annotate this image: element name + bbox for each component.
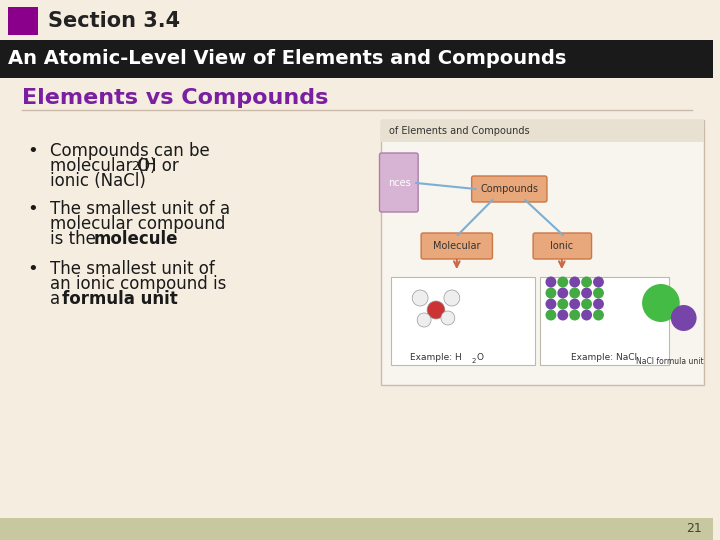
Text: O: O bbox=[477, 354, 484, 362]
Circle shape bbox=[557, 276, 568, 287]
Text: molecular (H: molecular (H bbox=[50, 157, 156, 175]
FancyBboxPatch shape bbox=[533, 233, 592, 259]
Circle shape bbox=[413, 290, 428, 306]
Text: 2: 2 bbox=[472, 358, 476, 364]
Text: Elements vs Compounds: Elements vs Compounds bbox=[22, 88, 328, 108]
Circle shape bbox=[570, 309, 580, 321]
Text: NaCl formula unit: NaCl formula unit bbox=[636, 357, 703, 367]
Text: a: a bbox=[50, 290, 65, 308]
Circle shape bbox=[427, 301, 445, 319]
FancyBboxPatch shape bbox=[540, 277, 669, 365]
Circle shape bbox=[581, 287, 592, 299]
Circle shape bbox=[546, 299, 557, 309]
Circle shape bbox=[441, 311, 455, 325]
FancyBboxPatch shape bbox=[8, 7, 37, 35]
FancyBboxPatch shape bbox=[472, 176, 547, 202]
Circle shape bbox=[593, 309, 604, 321]
Circle shape bbox=[593, 276, 604, 287]
FancyBboxPatch shape bbox=[0, 0, 714, 43]
FancyBboxPatch shape bbox=[0, 518, 714, 540]
FancyBboxPatch shape bbox=[379, 153, 418, 212]
Circle shape bbox=[557, 299, 568, 309]
Text: is the: is the bbox=[50, 230, 101, 248]
Circle shape bbox=[581, 309, 592, 321]
Text: molecular compound: molecular compound bbox=[50, 215, 225, 233]
Circle shape bbox=[581, 299, 592, 309]
Text: 21: 21 bbox=[685, 523, 701, 536]
Text: formula unit: formula unit bbox=[63, 290, 178, 308]
Text: Example: H: Example: H bbox=[410, 354, 462, 362]
Circle shape bbox=[570, 276, 580, 287]
Text: •: • bbox=[28, 260, 38, 278]
Text: an ionic compound is: an ionic compound is bbox=[50, 275, 226, 293]
Circle shape bbox=[581, 276, 592, 287]
Text: An Atomic-Level View of Elements and Compounds: An Atomic-Level View of Elements and Com… bbox=[8, 50, 567, 69]
Text: The smallest unit of: The smallest unit of bbox=[50, 260, 215, 278]
Circle shape bbox=[546, 276, 557, 287]
Text: •: • bbox=[28, 200, 38, 218]
Text: Section 3.4: Section 3.4 bbox=[48, 11, 180, 31]
Circle shape bbox=[444, 290, 460, 306]
Text: The smallest unit of a: The smallest unit of a bbox=[50, 200, 230, 218]
Circle shape bbox=[557, 287, 568, 299]
Circle shape bbox=[593, 287, 604, 299]
Text: nces: nces bbox=[388, 178, 410, 188]
Circle shape bbox=[671, 305, 696, 331]
Text: Example: NaCl: Example: NaCl bbox=[572, 354, 637, 362]
Circle shape bbox=[593, 299, 604, 309]
Circle shape bbox=[570, 299, 580, 309]
Circle shape bbox=[417, 313, 431, 327]
Circle shape bbox=[557, 309, 568, 321]
Circle shape bbox=[570, 287, 580, 299]
FancyBboxPatch shape bbox=[0, 40, 720, 78]
Text: 2: 2 bbox=[131, 160, 139, 173]
Text: O) or: O) or bbox=[137, 157, 179, 175]
Text: Compounds can be: Compounds can be bbox=[50, 142, 210, 160]
Circle shape bbox=[546, 287, 557, 299]
Text: of Elements and Compounds: of Elements and Compounds bbox=[390, 126, 530, 136]
Text: •: • bbox=[28, 142, 38, 160]
Circle shape bbox=[546, 309, 557, 321]
Text: Compounds: Compounds bbox=[480, 184, 539, 194]
Circle shape bbox=[642, 284, 680, 322]
FancyBboxPatch shape bbox=[421, 233, 492, 259]
FancyBboxPatch shape bbox=[382, 120, 703, 142]
Text: Ionic: Ionic bbox=[550, 241, 573, 251]
Text: ionic (NaCl): ionic (NaCl) bbox=[50, 172, 145, 190]
FancyBboxPatch shape bbox=[392, 277, 535, 365]
Text: Molecular: Molecular bbox=[433, 241, 480, 251]
FancyBboxPatch shape bbox=[382, 120, 703, 385]
Text: molecule: molecule bbox=[93, 230, 178, 248]
